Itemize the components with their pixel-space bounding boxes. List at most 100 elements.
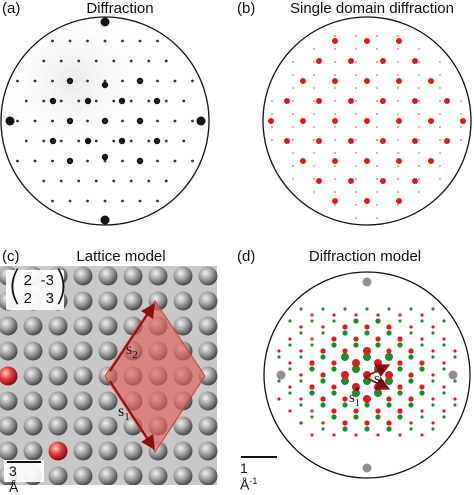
spot-b-faint	[334, 126, 336, 128]
atom-gray	[98, 466, 118, 485]
spot-b-faint	[439, 178, 441, 180]
atom-gray	[73, 291, 93, 311]
model-spot-green	[342, 330, 348, 336]
vector-s2-label: s2	[126, 341, 138, 361]
spot-b-faint	[397, 113, 399, 115]
spot-a	[138, 159, 142, 163]
model-spot-green	[310, 343, 314, 347]
spot-b-faint	[271, 126, 273, 128]
spot-a	[156, 199, 159, 203]
model-spot-red	[386, 396, 392, 402]
spot-b-faint	[355, 217, 357, 219]
spot-b-faint	[334, 178, 336, 180]
model-spot-green	[386, 330, 392, 336]
model-spot-green	[431, 307, 435, 311]
spot-b-faint	[313, 61, 315, 63]
vector-s2-arrow	[109, 302, 155, 372]
model-spot-green	[364, 426, 370, 432]
atom-gray	[173, 266, 193, 286]
model-spot-green	[353, 414, 359, 420]
vector-s1-star-arrow	[364, 376, 391, 390]
atom-gray	[98, 316, 118, 336]
spot-a	[42, 179, 46, 183]
spot-b	[460, 118, 466, 124]
spot-b-faint	[439, 165, 441, 167]
spot-a	[118, 137, 126, 145]
model-spot-red	[363, 347, 371, 355]
spot-a	[121, 39, 124, 43]
matrix-r2c1: 2	[23, 290, 32, 307]
model-spot-red	[419, 384, 425, 390]
spot-b-faint	[355, 48, 357, 50]
spot-a	[153, 97, 161, 105]
spot-b	[380, 58, 386, 64]
spot-b-faint	[313, 100, 315, 102]
spot-b-faint	[376, 204, 378, 206]
model-spot-green	[310, 415, 314, 419]
model-spot-red	[364, 324, 370, 330]
model-spot-green	[442, 367, 446, 371]
spot-b-faint	[271, 139, 273, 141]
spot-a	[182, 99, 186, 103]
matrix-r1c1: 2	[23, 272, 32, 289]
spot-b	[364, 38, 370, 44]
spot-b	[316, 138, 322, 144]
spot-b-faint	[334, 113, 336, 115]
model-spot-red	[320, 348, 326, 354]
spot-a	[94, 99, 98, 103]
spot-b-faint	[418, 178, 420, 180]
spot-b-faint	[376, 126, 378, 128]
model-spot-red	[397, 384, 403, 390]
model-spot-red	[397, 408, 403, 414]
spot-b	[284, 138, 290, 144]
model-spot-red	[310, 313, 314, 317]
spot-b	[364, 158, 370, 164]
model-spot-red	[342, 396, 348, 402]
spot-a	[164, 179, 168, 183]
model-spot-red	[321, 325, 325, 329]
model-spot-red	[453, 397, 457, 401]
model-spot-green	[364, 330, 370, 336]
spot-a	[138, 79, 142, 83]
spot-b	[412, 178, 418, 184]
spot-b-faint	[355, 61, 357, 63]
spot-a-edge	[100, 17, 110, 27]
spot-b-faint	[376, 139, 378, 141]
spot-a	[103, 119, 107, 123]
model-spot-red	[376, 433, 380, 437]
atom-gray	[73, 466, 93, 485]
spot-a	[138, 119, 142, 123]
model-spot-red	[352, 383, 360, 391]
atom-gray	[198, 366, 218, 386]
spot-a	[59, 139, 63, 143]
spot-b-faint	[397, 100, 399, 102]
spot-b	[332, 38, 338, 44]
model-spot-gray	[362, 463, 372, 473]
model-spot-red	[431, 325, 435, 329]
model-spot-red	[331, 360, 337, 366]
atom-gray	[198, 316, 218, 336]
spot-b-faint	[355, 204, 357, 206]
spot-b-faint	[418, 113, 420, 115]
model-spot-green	[420, 319, 424, 323]
atom-gray	[173, 416, 193, 436]
model-spot-green	[352, 365, 360, 373]
model-spot-red	[409, 421, 413, 425]
spot-b-faint	[334, 165, 336, 167]
atom-gray	[98, 391, 118, 411]
spot-b-faint	[418, 191, 420, 193]
model-spot-red	[376, 313, 380, 317]
model-spot-green	[331, 390, 337, 396]
model-spot-red	[288, 361, 292, 365]
model-spot-green	[299, 379, 303, 383]
spot-b	[316, 98, 322, 104]
atom-gray	[23, 316, 43, 336]
matrix-right-paren: )	[53, 263, 69, 309]
model-spot-green	[375, 414, 381, 420]
spot-a	[16, 159, 19, 163]
spot-a	[101, 153, 109, 161]
spot-a	[121, 199, 124, 203]
spot-a	[86, 79, 89, 83]
spot-b-faint	[397, 74, 399, 76]
spot-b	[412, 98, 418, 104]
